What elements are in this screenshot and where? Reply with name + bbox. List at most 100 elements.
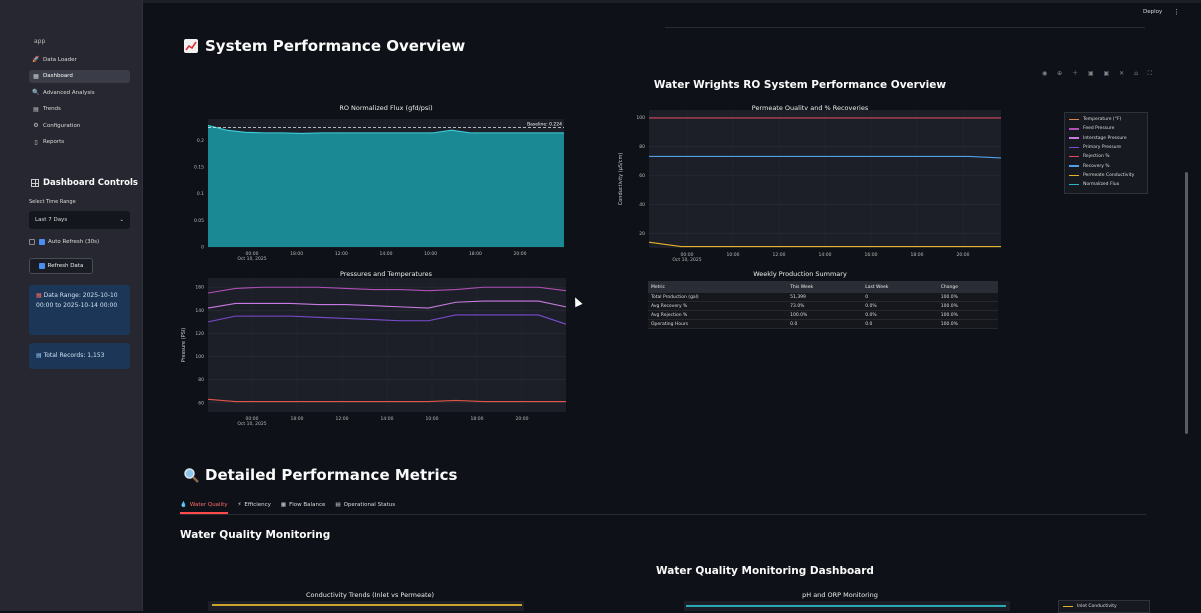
legend-swatch [1069, 175, 1079, 177]
legend-item[interactable]: Permeate Conductivity [1069, 173, 1134, 178]
main-menu-icon[interactable]: ⋮ [1173, 8, 1180, 16]
auto-refresh-checkbox[interactable]: Auto Refresh (30s) [29, 239, 99, 245]
y-tick-label: 100 [195, 354, 204, 360]
y-tick-label: 80 [198, 377, 204, 383]
sidebar-item-reports[interactable]: ▯Reports [29, 136, 130, 149]
checkbox-empty-icon[interactable] [29, 239, 35, 245]
deploy-button[interactable]: Deploy [1143, 9, 1162, 15]
table-cell: 0.0% [862, 302, 938, 311]
legend-item[interactable]: Feed Pressure [1069, 126, 1114, 131]
x-tick-label: 20:00 [514, 251, 527, 257]
document-icon: ▯ [32, 139, 40, 146]
data-range-text: Data Range: 2025-10-10 00:00 to 2025-10-… [36, 292, 118, 309]
table-cell: 100.0% [787, 311, 862, 320]
table-cell: 100.0% [938, 302, 998, 311]
tab-label: Water Quality [190, 502, 228, 508]
chart-increasing-icon [183, 38, 199, 54]
legend-swatch [1069, 128, 1079, 130]
auto-refresh-label: Auto Refresh (30s) [48, 239, 99, 245]
table-header: This Week [787, 281, 862, 293]
y-axis-label: Conductivity (μS/cm) [618, 153, 624, 206]
legend-label: Rejection % [1083, 154, 1110, 159]
table-cell: 100.0% [938, 293, 998, 302]
tab-label: Efficiency [244, 502, 271, 508]
water-quality-legend[interactable]: Inlet Conductivity [1058, 600, 1150, 613]
sidebar-item-configuration[interactable]: ⚙Configuration [29, 119, 130, 132]
legend-label: Inlet Conductivity [1077, 604, 1117, 609]
y-tick-label: 120 [195, 331, 204, 337]
y-tick-label: 0.05 [194, 218, 204, 224]
sidebar-item-dashboard[interactable]: ▦Dashboard [29, 70, 130, 83]
time-range-select[interactable]: Last 7 Days⌄ [29, 211, 130, 229]
conductivity-chart-title: Conductivity Trends (Inlet vs Permeate) [260, 591, 480, 599]
plot-modebar[interactable]: ◉ ⊕ ＋ ▣ ▣ ✕ ⌂ ⛶ [1042, 68, 1156, 78]
data-range-info: ▦ Data Range: 2025-10-10 00:00 to 2025-1… [29, 285, 130, 335]
grid-icon [31, 179, 39, 187]
legend-label: Recovery % [1083, 164, 1110, 169]
legend-item[interactable]: Temperature (°F) [1069, 117, 1121, 122]
sidebar-item-advanced-analysis[interactable]: 🔍Advanced Analysis [29, 86, 130, 99]
legend-item[interactable]: Rejection % [1069, 154, 1110, 159]
y-tick-label: 60 [198, 400, 204, 406]
figure-title: Water Wrights RO System Performance Over… [600, 79, 1000, 91]
gear-icon: ⚙ [32, 122, 40, 129]
table-cell: 0.0% [862, 311, 938, 320]
legend-swatch [1069, 156, 1079, 158]
inlet-conductivity-line [212, 604, 522, 606]
tab-underline [180, 514, 1146, 515]
tab-icon: ▦ [281, 502, 286, 508]
sidebar-item-trends[interactable]: ▤Trends [29, 103, 130, 116]
x-tick-label: 20:00 [957, 252, 970, 258]
page-title: System Performance Overview [183, 37, 465, 55]
summary-table-title: Weekly Production Summary [600, 270, 1000, 278]
table-header: Last Week [862, 281, 938, 293]
x-tick-label: 10:00 [426, 416, 439, 422]
tab-water-quality[interactable]: 💧Water Quality [180, 498, 228, 514]
legend-item[interactable]: Interstage Pressure [1069, 136, 1127, 141]
legend-label: Interstage Pressure [1083, 136, 1127, 141]
tab-efficiency[interactable]: ⚡Efficiency [238, 498, 271, 512]
x-tick-label: 18:00 [469, 251, 482, 257]
y-tick-label: 0.15 [194, 165, 204, 171]
sidebar: app 🚀Data Loader ▦Dashboard 🔍Advanced Anal… [0, 0, 143, 611]
dashboard-controls-title: Dashboard Controls [31, 178, 138, 188]
legend-item[interactable]: Primary Pressure [1069, 145, 1121, 150]
y-tick-label: 80 [639, 144, 645, 150]
baseline-annotation: Baseline: 0.224 [527, 122, 562, 128]
legend-item[interactable]: Recovery % [1069, 164, 1110, 169]
refresh-icon [39, 263, 45, 269]
sidebar-item-label: Data Loader [43, 57, 77, 63]
x-tick-label: Oct 10, 2025 [237, 421, 266, 427]
legend-item[interactable]: Normalized Flux [1069, 182, 1119, 187]
water-quality-title: Water Quality Monitoring [180, 529, 330, 541]
conductivity-chart-area[interactable] [208, 601, 524, 611]
page-title-text: System Performance Overview [205, 37, 465, 55]
chart-legend[interactable]: Temperature (°F) Feed Pressure Interstage … [1064, 112, 1148, 194]
tab-flow-balance[interactable]: ▦Flow Balance [281, 498, 325, 512]
table-cell: Avg Rejection % [648, 311, 787, 320]
table-cell: 73.0% [787, 302, 862, 311]
y-tick-label: 140 [195, 308, 204, 314]
ph-orp-chart-area[interactable] [684, 601, 1010, 611]
total-records-info: ▤ Total Records: 1,153 [29, 343, 130, 369]
tab-label: Operational Status [344, 502, 396, 508]
tab-icon: ▤ [335, 502, 340, 508]
legend-swatch [1069, 165, 1079, 167]
magnifier-icon: 🔍 [32, 89, 40, 96]
tab-operational-status[interactable]: ▤ Operational Status [335, 498, 395, 512]
x-tick-label: 18:00 [291, 416, 304, 422]
table-row: Avg Recovery %73.0%0.0%100.0% [648, 302, 998, 311]
time-range-label: Select Time Range [29, 199, 76, 205]
sidebar-item-data-loader[interactable]: 🚀Data Loader [29, 53, 130, 66]
app-label: app [34, 38, 45, 45]
legend-label: Temperature (°F) [1083, 117, 1121, 122]
table-header: Change [938, 281, 998, 293]
x-tick-label: 18:00 [471, 416, 484, 422]
scrollbar[interactable] [1185, 172, 1188, 434]
refresh-data-button[interactable]: Refresh Data [29, 258, 93, 274]
